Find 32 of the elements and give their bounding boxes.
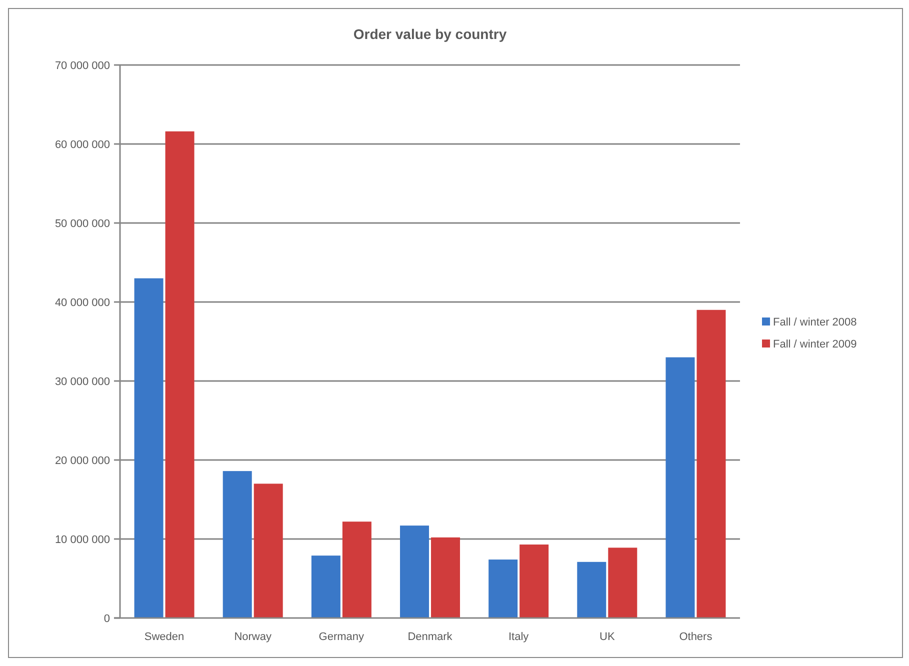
bar xyxy=(608,548,638,618)
bar xyxy=(488,560,518,618)
bar xyxy=(577,562,606,618)
y-tick-label: 0 xyxy=(104,612,110,625)
bar xyxy=(254,484,283,618)
bar xyxy=(311,556,340,618)
x-tick-label: UK xyxy=(600,631,616,643)
chart-title: Order value by country xyxy=(353,26,507,42)
bar xyxy=(520,544,549,618)
bar xyxy=(696,310,726,618)
bar xyxy=(400,526,429,618)
x-tick-label: Sweden xyxy=(144,631,184,643)
legend-label: Fall / winter 2008 xyxy=(773,316,857,328)
y-tick-label: 30 000 000 xyxy=(54,376,110,388)
bar xyxy=(222,471,252,618)
legend-label: Fall / winter 2009 xyxy=(773,338,857,350)
bar xyxy=(342,522,372,618)
y-tick-label: 70 000 000 xyxy=(54,60,110,72)
y-tick-label: 10 000 000 xyxy=(54,534,110,546)
y-tick-label: 50 000 000 xyxy=(54,218,110,230)
y-tick-label: 60 000 000 xyxy=(54,138,110,151)
x-tick-label: Germany xyxy=(318,631,365,643)
bar xyxy=(134,278,164,618)
y-tick-label: 40 000 000 xyxy=(54,296,110,309)
x-tick-label: Italy xyxy=(508,631,530,643)
bar xyxy=(165,131,194,618)
x-tick-label: Denmark xyxy=(408,631,453,643)
y-tick-label: 20 000 000 xyxy=(54,454,110,467)
bar xyxy=(431,537,460,618)
x-tick-label: Others xyxy=(679,631,713,643)
x-tick-label: Norway xyxy=(234,631,272,643)
bar xyxy=(666,357,695,618)
